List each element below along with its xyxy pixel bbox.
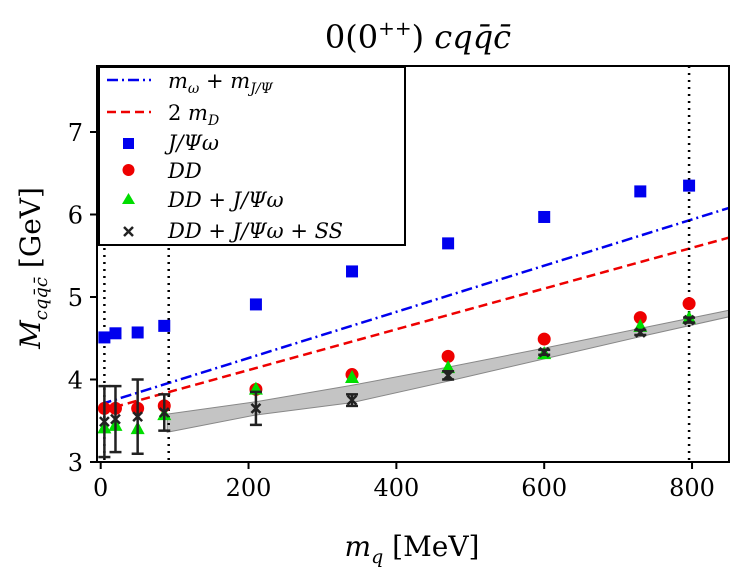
point-circle-9 <box>682 297 696 311</box>
legend-label-dd-jpsiomega: DD + J/Ψω <box>167 188 284 212</box>
chart-title: 0(0++) cqq̄c̄ <box>325 16 511 56</box>
point-x-5 <box>346 394 358 406</box>
point-square-9 <box>683 179 696 192</box>
x-tick-label-3: 600 <box>521 474 567 502</box>
legend: mω + mJ/Ψ 2 mD J/Ψω DD DD + J/Ψω DD + J/… <box>98 66 406 246</box>
point-triangle-5 <box>345 370 360 384</box>
legend-box <box>98 66 406 246</box>
point-triangle-6 <box>441 360 456 374</box>
point-square-3 <box>158 319 171 332</box>
point-x-1 <box>110 413 121 425</box>
point-circle-7 <box>537 332 551 346</box>
legend-label-2md: 2 mD <box>168 101 219 129</box>
y-tick-label-1: 4 <box>68 367 83 395</box>
legend-marker-jpsiomega <box>123 138 134 149</box>
point-square-0 <box>98 331 111 344</box>
point-x-8 <box>634 327 646 338</box>
point-square-8 <box>634 185 647 198</box>
x-tick-label-1: 200 <box>226 474 272 502</box>
y-axis-label: Mcqq̄c̄ [GeV] <box>14 187 52 350</box>
point-x-6 <box>442 369 454 381</box>
point-x-3 <box>158 407 170 418</box>
x-tick-label-0: 0 <box>93 474 108 502</box>
point-x-0 <box>99 416 110 427</box>
legend-label-dd: DD <box>167 159 202 183</box>
theory-line-1 <box>100 236 730 413</box>
plot-frame <box>96 65 730 463</box>
y-tick-label-0: 3 <box>68 449 83 477</box>
legend-marker-dd-jpsiomega-ss <box>123 226 134 237</box>
y-tick-label-2: 5 <box>68 284 83 312</box>
x-tick-label-4: 800 <box>669 474 715 502</box>
legend-marker-dd-jpsiomega <box>122 193 135 204</box>
point-circle-8 <box>633 311 647 325</box>
point-square-7 <box>538 210 551 223</box>
point-square-4 <box>249 298 262 311</box>
point-x-7 <box>538 346 550 358</box>
theory-line-0 <box>100 206 730 406</box>
y-tick-label-4: 7 <box>68 119 83 147</box>
point-circle-6 <box>441 349 455 363</box>
legend-marker-dd <box>122 164 135 176</box>
legend-label-jpsiomega: J/Ψω <box>164 131 219 155</box>
point-square-6 <box>442 237 455 250</box>
point-square-5 <box>346 265 359 278</box>
point-x-2 <box>132 411 144 423</box>
point-square-1 <box>109 327 122 340</box>
legend-label-momega-mjpsi: mω + mJ/Ψ <box>168 69 274 97</box>
point-x-4 <box>250 402 262 414</box>
point-square-2 <box>131 326 144 339</box>
x-axis-label: mq [MeV] <box>345 530 480 568</box>
legend-label-dd-jpsiomega-ss: DD + J/Ψω + SS <box>167 219 343 243</box>
y-tick-label-3: 6 <box>68 202 83 230</box>
point-x-9 <box>683 314 695 326</box>
x-tick-label-2: 400 <box>373 474 419 502</box>
